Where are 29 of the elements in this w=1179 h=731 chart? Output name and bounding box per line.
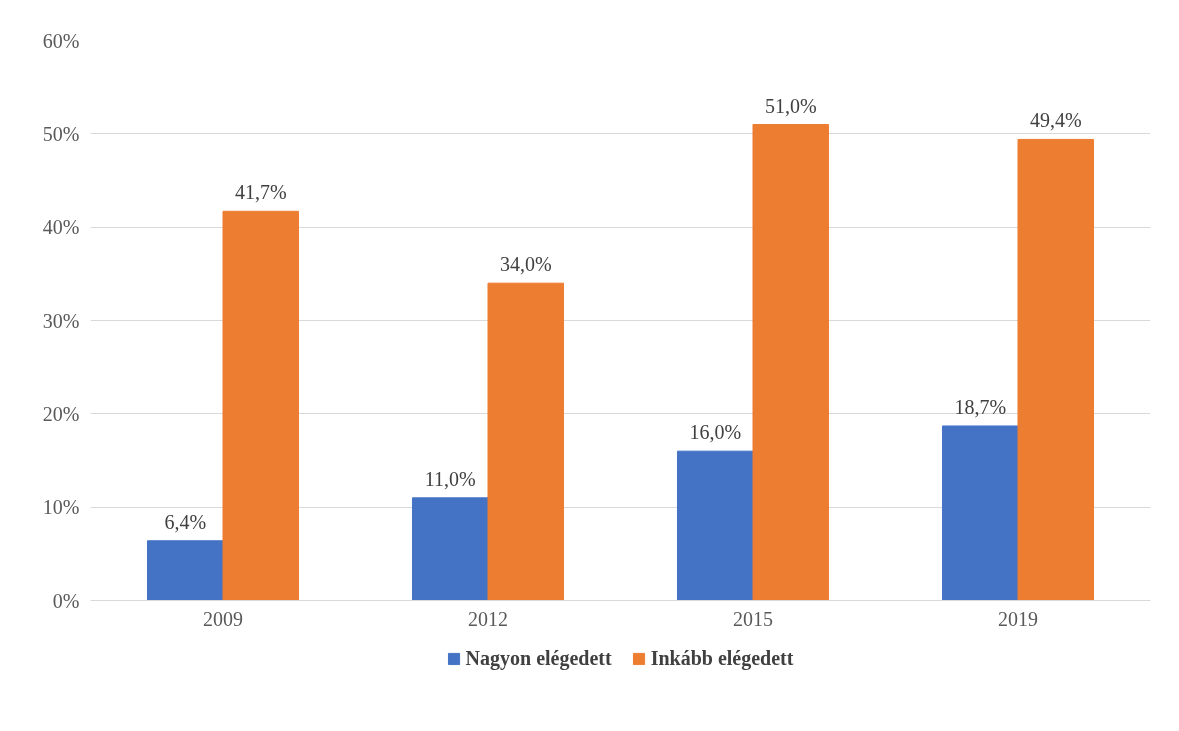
y-tick-label: 60% [42,29,80,52]
y-tick-label: 20% [42,402,80,425]
data-label: 11,0% [424,467,476,490]
bar [676,450,754,601]
data-label: 41,7% [234,181,287,204]
legend-label: Inkább elégedett [650,646,794,670]
x-tick-label: 2015 [733,607,773,630]
y-tick-label: 0% [52,589,80,612]
data-label: 34,0% [499,253,552,276]
y-tick-label: 30% [42,309,80,332]
bar [146,540,224,601]
data-label: 49,4% [1029,109,1082,132]
bar [411,497,489,601]
bar [752,124,830,601]
x-tick-label: 2012 [468,607,508,630]
y-tick-label: 10% [42,496,80,519]
legend-label: Nagyon elégedett [465,646,612,670]
data-label: 18,7% [954,395,1007,418]
y-tick-label: 50% [42,122,80,145]
data-label: 51,0% [764,94,817,117]
x-tick-label: 2019 [998,607,1038,630]
x-tick-label: 2009 [203,607,243,630]
bar [222,210,300,601]
bar [941,425,1019,601]
data-label: 16,0% [689,421,742,444]
bar [487,282,565,601]
data-label: 6,4% [164,510,207,533]
y-tick-label: 40% [42,216,80,239]
bar [1017,138,1095,601]
